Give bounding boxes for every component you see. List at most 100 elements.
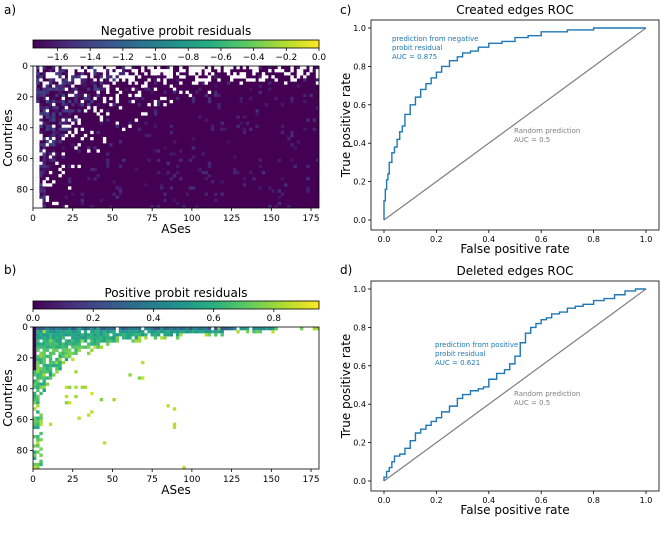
heatmap-cell (71, 90, 75, 94)
heatmap-cell (42, 330, 46, 334)
heatmap-cell (33, 367, 37, 371)
heatmap-cell (277, 69, 282, 73)
heatmap-cell (144, 333, 148, 337)
heatmap-cell (80, 198, 85, 203)
roc-annotation: AUC = 0.875 (392, 53, 437, 61)
heatmap-cell (284, 183, 288, 187)
heatmap-cell (176, 170, 180, 175)
heatmap-cell (144, 183, 148, 187)
colorbar-b-ticks: 0.0 0.2 0.4 0.6 0.8 (26, 309, 281, 324)
heatmap-cell (166, 72, 170, 76)
heatmap-cell (61, 81, 65, 85)
y-tick-label: 80 (17, 446, 29, 456)
heatmap-cell (90, 391, 94, 396)
heatmap-cell (33, 425, 37, 430)
heatmap-cell (115, 339, 119, 343)
y-tick-label: 40 (17, 124, 29, 134)
heatmap-cell (58, 357, 62, 362)
heatmap-cell (106, 75, 110, 79)
heatmap-cell (125, 66, 129, 70)
heatmap-cell (61, 152, 65, 156)
heatmap-cell (185, 90, 189, 94)
heatmap-cell (118, 72, 123, 76)
heatmap-cell (312, 69, 317, 73)
heatmap-cell (207, 69, 212, 73)
heatmap-cell (128, 78, 132, 82)
heatmap-cell (36, 394, 40, 399)
heatmap-cell (74, 327, 78, 331)
heatmap-cell (61, 330, 65, 334)
heatmap-cell (121, 333, 126, 337)
heatmap-cell (33, 327, 37, 331)
heatmap-cell (287, 204, 291, 209)
heatmap-cell (163, 96, 167, 101)
heatmap-cell (153, 78, 158, 82)
heatmap-cell (153, 336, 158, 340)
heatmap-cell (309, 93, 313, 98)
heatmap-cell (109, 69, 113, 73)
heatmap-a-ylabel: Countries (1, 109, 15, 167)
roc-d-xlabel: False positive rate (460, 503, 569, 517)
heatmap-cell (42, 204, 46, 209)
heatmap-cell (195, 330, 199, 334)
heatmap-cell (141, 376, 145, 380)
heatmap-cell (185, 192, 189, 196)
heatmap-cell (144, 81, 148, 85)
x-tick-label: 0.4 (482, 496, 495, 505)
heatmap-cell (33, 465, 37, 470)
heatmap-cell (249, 87, 253, 91)
heatmap-cell (118, 75, 123, 79)
heatmap-cell (315, 327, 320, 331)
heatmap-cell (36, 441, 40, 445)
heatmap-cell (45, 87, 50, 91)
heatmap-cell (83, 109, 88, 113)
heatmap-cell (128, 124, 132, 128)
heatmap-cell (64, 339, 69, 343)
colorbar-b (32, 300, 320, 310)
heatmap-cell (112, 72, 116, 76)
heatmap-cell (169, 99, 174, 104)
heatmap-cell (39, 351, 43, 355)
heatmap-cell (33, 401, 37, 405)
heatmap-cell (207, 90, 212, 94)
x-tick-label: 50 (107, 214, 119, 224)
heatmap-cell (33, 170, 37, 175)
heatmap-cell (39, 330, 43, 334)
heatmap-cell (52, 127, 56, 132)
heatmap-cell (45, 115, 50, 119)
heatmap-cell (236, 170, 240, 175)
heatmap-cell (245, 121, 250, 125)
heatmap-cell (137, 103, 142, 107)
heatmap-cell (309, 69, 313, 73)
heatmap-cell (77, 339, 81, 343)
heatmap-cell (80, 327, 85, 331)
heatmap-cell (191, 137, 196, 141)
heatmap-cell (33, 453, 37, 457)
heatmap-cell (74, 127, 78, 132)
heatmap-cell (99, 115, 104, 119)
heatmap-cell (106, 112, 110, 116)
heatmap-cell (42, 333, 46, 337)
heatmap-cell (61, 360, 65, 365)
heatmap-cell (55, 109, 59, 113)
heatmap-cell (36, 81, 40, 85)
heatmap-cell (36, 96, 40, 101)
roc-created-panel: Created edges ROC 0.0 0.2 0.4 0.6 0.8 1.00.00… (339, 3, 660, 256)
heatmap-cell (77, 333, 81, 337)
heatmap-cell (74, 348, 78, 352)
heatmap-cell (207, 96, 212, 101)
heatmap-cell (217, 78, 221, 82)
heatmap-cell (39, 164, 43, 169)
heatmap-cell (83, 78, 88, 82)
heatmap-cell (52, 345, 56, 349)
heatmap-cell (61, 66, 65, 70)
heatmap-cell (80, 336, 85, 340)
heatmap-cell (48, 364, 53, 368)
heatmap-cell (36, 127, 40, 132)
heatmap-cell (61, 336, 65, 340)
heatmap-cell (125, 75, 129, 79)
heatmap-cell (36, 75, 40, 79)
heatmap-cell (48, 127, 53, 132)
heatmap-cell (58, 336, 62, 340)
heatmap-cell (64, 118, 69, 122)
